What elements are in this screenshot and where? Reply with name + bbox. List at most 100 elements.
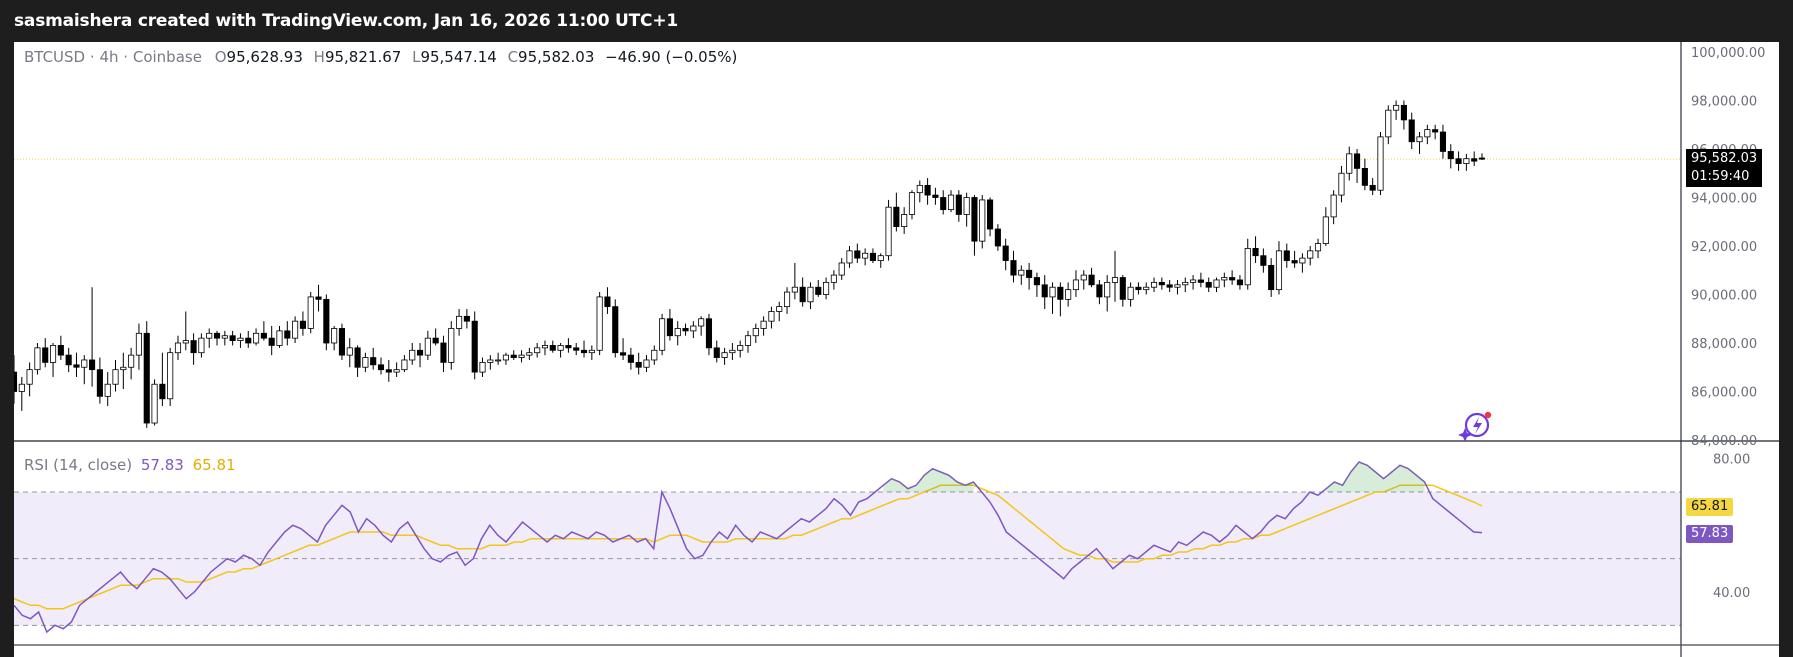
chart-panel[interactable]: 100,000.0098,000.0096,000.0094,000.0092,…: [14, 42, 1779, 657]
candle-body: [526, 352, 533, 356]
candle-body: [1135, 286, 1142, 291]
candle-body: [518, 354, 525, 358]
candle-body: [315, 296, 322, 300]
candle-body: [1244, 248, 1251, 286]
candle-body: [1432, 129, 1439, 133]
candle-body: [877, 255, 884, 261]
candle-body: [1033, 277, 1040, 286]
interval-label[interactable]: 4h: [99, 48, 119, 66]
candle-body: [799, 286, 806, 303]
candle-body: [377, 364, 385, 371]
price-axis-label: 88,000.00: [1691, 337, 1757, 352]
candle-body: [565, 345, 572, 349]
candle-body: [627, 354, 634, 363]
candle-body: [791, 286, 798, 293]
candle-body: [635, 361, 642, 368]
candle-body: [1330, 194, 1337, 218]
candle-body: [1463, 158, 1470, 164]
candle-body: [1268, 264, 1275, 291]
candle-body: [1400, 104, 1407, 121]
separator: ·: [89, 48, 95, 66]
candle-body: [705, 318, 713, 349]
candle-body: [698, 318, 705, 327]
candle-body: [1096, 284, 1103, 298]
rsi-value: 57.83: [140, 456, 184, 474]
rsi-ma-tag: 65.81: [1686, 498, 1734, 516]
candle-body: [737, 345, 744, 351]
price-axis-label: 90,000.00: [1691, 289, 1757, 304]
candle-body: [1478, 157, 1486, 160]
symbol-label[interactable]: BTCUSD: [24, 48, 86, 66]
candle-body: [385, 369, 392, 373]
candle-body: [471, 320, 478, 373]
candle-body: [1080, 274, 1087, 281]
bar-countdown: 01:59:40: [1691, 169, 1750, 184]
candle-body: [346, 347, 353, 356]
open-label: O: [214, 48, 227, 66]
candle-body: [651, 349, 658, 361]
candle-body: [440, 342, 447, 363]
candle-body: [49, 345, 57, 363]
candle-body: [14, 371, 18, 392]
candle-body: [549, 345, 556, 351]
rsi-overbought-fill: [883, 468, 974, 492]
rsi-line: [14, 461, 1483, 634]
candle-body: [596, 296, 603, 351]
candle-body: [323, 298, 330, 344]
candle-body: [1275, 250, 1283, 291]
candle-body: [1424, 129, 1431, 138]
chart-canvas[interactable]: 100,000.0098,000.0096,000.0094,000.0092,…: [14, 42, 1779, 657]
candle-body: [1338, 172, 1345, 196]
candle-body: [588, 349, 595, 354]
candle-body: [643, 359, 650, 368]
candle-body: [580, 349, 588, 354]
rsi-axis-label: 40.00: [1713, 586, 1750, 601]
candle-body: [198, 337, 205, 354]
candle-body: [1213, 279, 1220, 288]
candle-body: [1307, 250, 1314, 259]
candle-body: [1197, 279, 1204, 283]
candle-body: [1143, 286, 1150, 291]
tradingview-assist-icon[interactable]: [1458, 411, 1492, 442]
candle-body: [1291, 260, 1298, 264]
candle-body: [659, 318, 666, 351]
candle-body: [1002, 245, 1009, 261]
candle-body: [1166, 284, 1173, 288]
candle-body: [846, 250, 853, 264]
candle-body: [823, 281, 830, 295]
candle-body: [932, 194, 939, 198]
candle-body: [448, 328, 455, 363]
candle-body: [955, 194, 962, 215]
candle-body: [760, 320, 767, 329]
candle-body: [1041, 284, 1048, 298]
candle-body: [752, 328, 759, 337]
candle-body: [612, 306, 619, 354]
candle-body: [479, 361, 486, 373]
candle-body: [729, 349, 736, 354]
candle-body: [666, 318, 673, 337]
candle-body: [1088, 274, 1095, 286]
candle-body: [1221, 277, 1228, 281]
candle-body: [1369, 184, 1376, 191]
candle-body: [690, 325, 697, 332]
candle-body: [908, 192, 916, 215]
candle-body: [1346, 153, 1353, 174]
candle-body: [776, 306, 783, 312]
candle-body: [510, 354, 517, 358]
candle-body: [424, 337, 431, 356]
candle-body: [1018, 269, 1025, 276]
candle-body: [229, 335, 236, 341]
candle-body: [744, 335, 752, 346]
candle-body: [1190, 279, 1197, 283]
candle-body: [1205, 281, 1212, 288]
candle-body: [1260, 255, 1267, 266]
candle-body: [104, 383, 111, 397]
candle-body: [854, 250, 861, 259]
candle-body: [573, 347, 580, 351]
price-axis-label: 94,000.00: [1691, 192, 1757, 207]
candle-body: [190, 340, 197, 354]
candle-body: [432, 337, 439, 344]
candle-body: [456, 315, 463, 329]
rsi-indicator-name[interactable]: RSI (14, close): [24, 456, 133, 474]
candle-body: [885, 206, 892, 257]
